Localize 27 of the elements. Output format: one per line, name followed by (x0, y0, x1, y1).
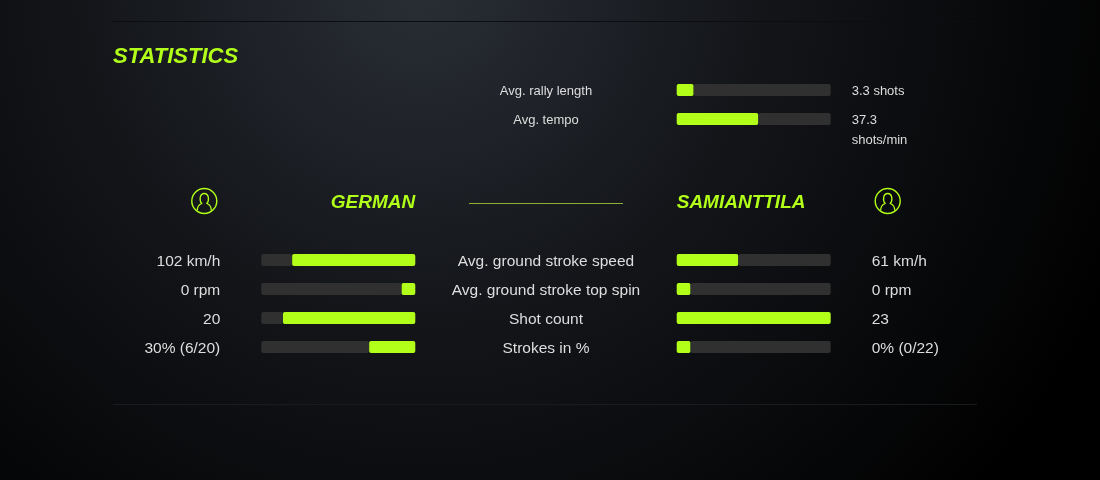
text: 0 rpm (871, 280, 912, 298)
bar (282, 312, 416, 324)
text: 37.3 shots/min (851, 111, 908, 147)
text: 30% (6/20) (144, 338, 221, 356)
y-tick-label: Avg. ground stroke top spin (451, 280, 641, 298)
bar (369, 341, 416, 353)
text: 102 km/h (156, 251, 221, 269)
text: GERMAN (330, 190, 417, 212)
bar (261, 283, 402, 295)
y-tick-label: Avg. tempo (513, 111, 579, 127)
bar (261, 312, 283, 324)
y-tick-label: Shot count (508, 309, 584, 327)
y-tick-label: Avg. rally length (499, 82, 593, 98)
bar (261, 254, 293, 266)
text: 61 km/h (871, 251, 927, 269)
bar (292, 254, 416, 266)
bar (401, 283, 416, 295)
y-tick-label: Strokes in % (502, 338, 590, 356)
text: 0 rpm (180, 280, 221, 298)
text: 0% (0/22) (871, 338, 939, 356)
text: 20 (203, 309, 221, 327)
y-tick-label: Avg. ground stroke speed (457, 251, 635, 269)
chart-title: STATISTICS (113, 43, 239, 68)
text: 3.3 shots (851, 82, 905, 98)
text: SAMIANTTILA (676, 190, 806, 212)
text: 23 (871, 309, 889, 327)
bar (261, 341, 370, 353)
